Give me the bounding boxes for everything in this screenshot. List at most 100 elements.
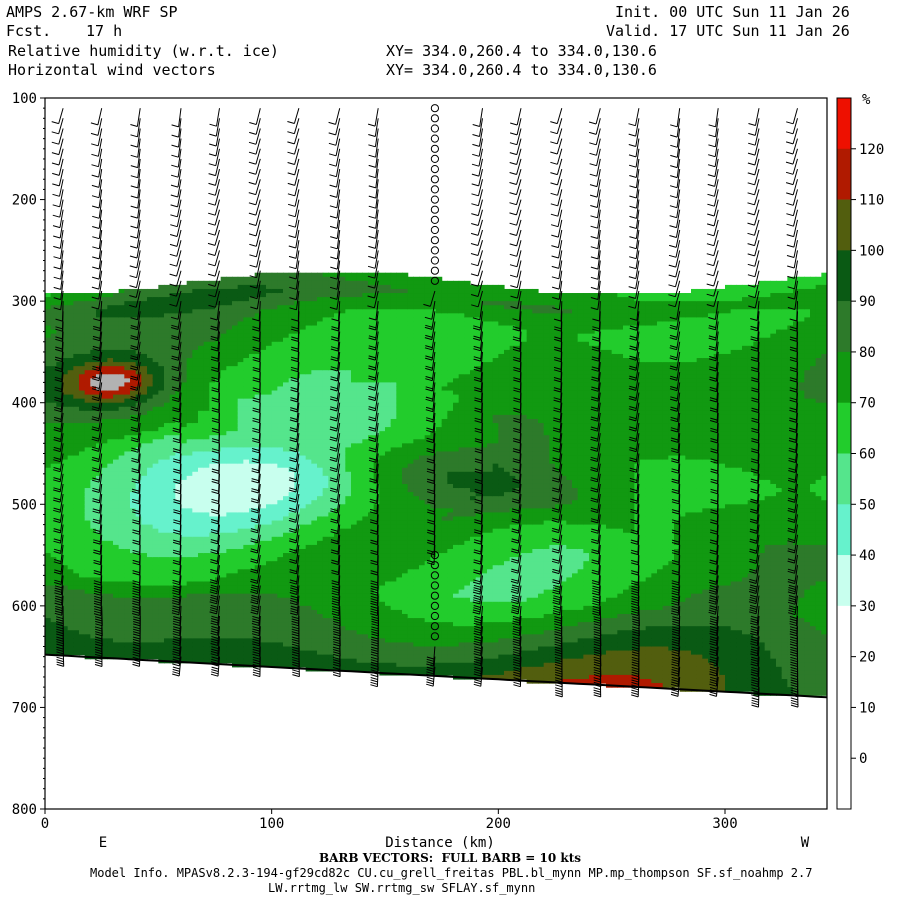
rh-cell	[209, 650, 216, 656]
rh-cell	[73, 593, 80, 599]
rh-cell	[220, 366, 227, 371]
rh-cell	[192, 613, 199, 619]
rh-cell	[266, 532, 273, 538]
rh-cell	[209, 321, 216, 327]
rh-cell	[90, 423, 97, 428]
rh-cell	[158, 431, 165, 436]
rh-cell	[305, 613, 312, 619]
rh-cell	[181, 581, 188, 587]
rh-cell	[317, 532, 324, 538]
rh-cell	[113, 483, 120, 489]
rh-cell	[271, 394, 278, 400]
rh-cell	[288, 577, 295, 583]
rh-cell	[181, 654, 188, 660]
rh-cell	[147, 492, 154, 497]
rh-cell	[203, 402, 210, 408]
rh-cell	[90, 378, 97, 383]
rh-cell	[322, 382, 329, 388]
rh-cell	[339, 463, 346, 469]
rh-cell	[79, 496, 86, 501]
rh-cell	[186, 297, 193, 302]
rh-cell	[107, 410, 114, 416]
rh-cell	[192, 305, 199, 310]
rh-cell	[243, 650, 250, 656]
rh-cell	[328, 532, 335, 538]
rh-cell	[254, 333, 261, 339]
rh-cell	[192, 366, 199, 371]
rh-cell	[192, 618, 199, 623]
rh-cell	[158, 321, 165, 327]
rh-cell	[220, 597, 227, 603]
rh-cell	[266, 634, 273, 639]
rh-cell	[175, 293, 182, 298]
rh-cell	[96, 504, 103, 509]
rh-cell	[266, 288, 273, 294]
rh-cell	[232, 626, 239, 631]
rh-cell	[186, 512, 193, 518]
rh-cell	[288, 423, 295, 428]
rh-cell	[101, 634, 108, 639]
rh-cell	[124, 305, 131, 310]
rh-cell	[158, 443, 165, 448]
rh-cell	[169, 427, 176, 432]
rh-cell	[277, 443, 284, 448]
rh-cell	[220, 288, 227, 294]
rh-cell	[322, 276, 329, 282]
rh-cell	[271, 540, 278, 546]
rh-cell	[317, 358, 324, 363]
rh-cell	[79, 414, 86, 420]
rh-cell	[181, 451, 188, 457]
rh-cell	[215, 483, 222, 489]
rh-cell	[237, 626, 244, 631]
rh-cell	[73, 313, 80, 318]
rh-cell	[283, 613, 290, 619]
rh-cell	[317, 471, 324, 477]
rh-cell	[67, 423, 74, 428]
rh-cell	[311, 475, 318, 481]
rh-cell	[141, 402, 148, 408]
rh-cell	[294, 305, 301, 310]
rh-cell	[124, 297, 131, 302]
rh-cell	[84, 427, 91, 432]
rh-cell	[62, 463, 69, 469]
rh-cell	[260, 406, 267, 412]
rh-cell	[186, 455, 193, 461]
rh-cell	[334, 496, 341, 501]
rh-cell	[277, 398, 284, 404]
rh-cell	[209, 540, 216, 546]
rh-cell	[339, 402, 346, 408]
rh-cell	[45, 516, 52, 522]
rh-cell	[294, 370, 301, 375]
rh-cell	[209, 483, 216, 489]
rh-cell	[334, 613, 341, 619]
rh-cell	[266, 573, 273, 579]
rh-cell	[45, 301, 52, 306]
rh-cell	[277, 329, 284, 335]
rh-cell	[283, 293, 290, 298]
rh-cell	[328, 280, 335, 286]
rh-cell	[232, 406, 239, 412]
rh-cell	[45, 418, 52, 424]
rh-cell	[73, 553, 80, 558]
rh-cell	[113, 516, 120, 522]
rh-cell	[260, 293, 267, 298]
rh-cell	[328, 353, 335, 359]
rh-cell	[220, 333, 227, 339]
rh-cell	[266, 597, 273, 603]
rh-cell	[118, 386, 125, 392]
rh-cell	[158, 500, 165, 505]
rh-cell	[260, 500, 267, 505]
rh-cell	[220, 589, 227, 595]
rh-cell	[339, 398, 346, 404]
rh-cell	[50, 378, 57, 383]
rh-cell	[334, 382, 341, 388]
rh-cell	[232, 451, 239, 457]
rh-cell	[107, 431, 114, 436]
rh-cell	[96, 402, 103, 408]
rh-cell	[260, 630, 267, 635]
rh-cell	[152, 390, 159, 396]
rh-cell	[198, 553, 205, 558]
rh-cell	[73, 638, 80, 644]
rh-cell	[56, 370, 63, 375]
rh-cell	[198, 524, 205, 530]
